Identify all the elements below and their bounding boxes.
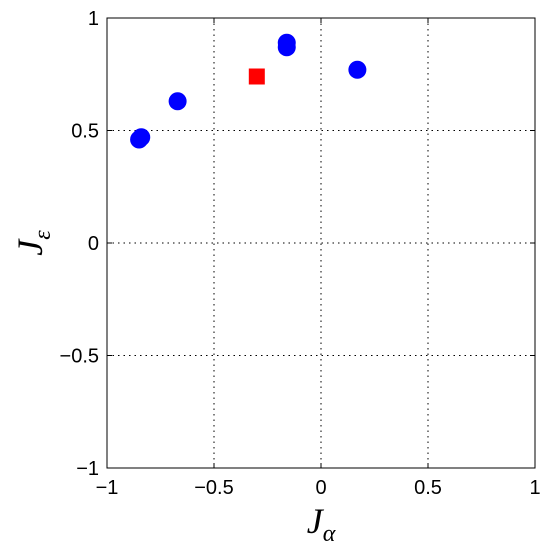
y-axis-label: Jε	[10, 230, 56, 256]
x-tick-label: 1	[529, 477, 540, 499]
x-tick-labels: −1 −0.5 0 0.5 1	[96, 477, 541, 499]
data-point-circle	[168, 92, 187, 111]
x-tick-label: 0.5	[414, 477, 442, 499]
data-points	[130, 33, 367, 149]
x-tick-label: −0.5	[194, 477, 233, 499]
y-tick-label: 0	[88, 233, 99, 255]
x-axis-label-main: J	[307, 501, 325, 541]
y-axis-label-main: J	[10, 238, 50, 256]
grid-lines	[107, 18, 535, 468]
data-point-circle	[132, 128, 151, 147]
data-point-circle	[348, 60, 367, 79]
y-axis-label-subscript: ε	[30, 230, 56, 240]
x-axis-label-subscript: α	[323, 521, 336, 547]
y-tick-labels: −1 −0.5 0 0.5 1	[60, 8, 99, 480]
y-tick-label: −0.5	[60, 346, 99, 368]
y-tick-label: 0.5	[71, 121, 99, 143]
axis-ticks	[106, 17, 536, 469]
data-point-square	[248, 68, 265, 85]
x-axis-label: Jα	[307, 501, 336, 547]
data-point-circle	[277, 33, 296, 52]
x-tick-label: 0	[315, 477, 326, 499]
x-tick-label: −1	[96, 477, 119, 499]
y-tick-label: 1	[88, 8, 99, 30]
y-tick-label: −1	[76, 458, 99, 480]
